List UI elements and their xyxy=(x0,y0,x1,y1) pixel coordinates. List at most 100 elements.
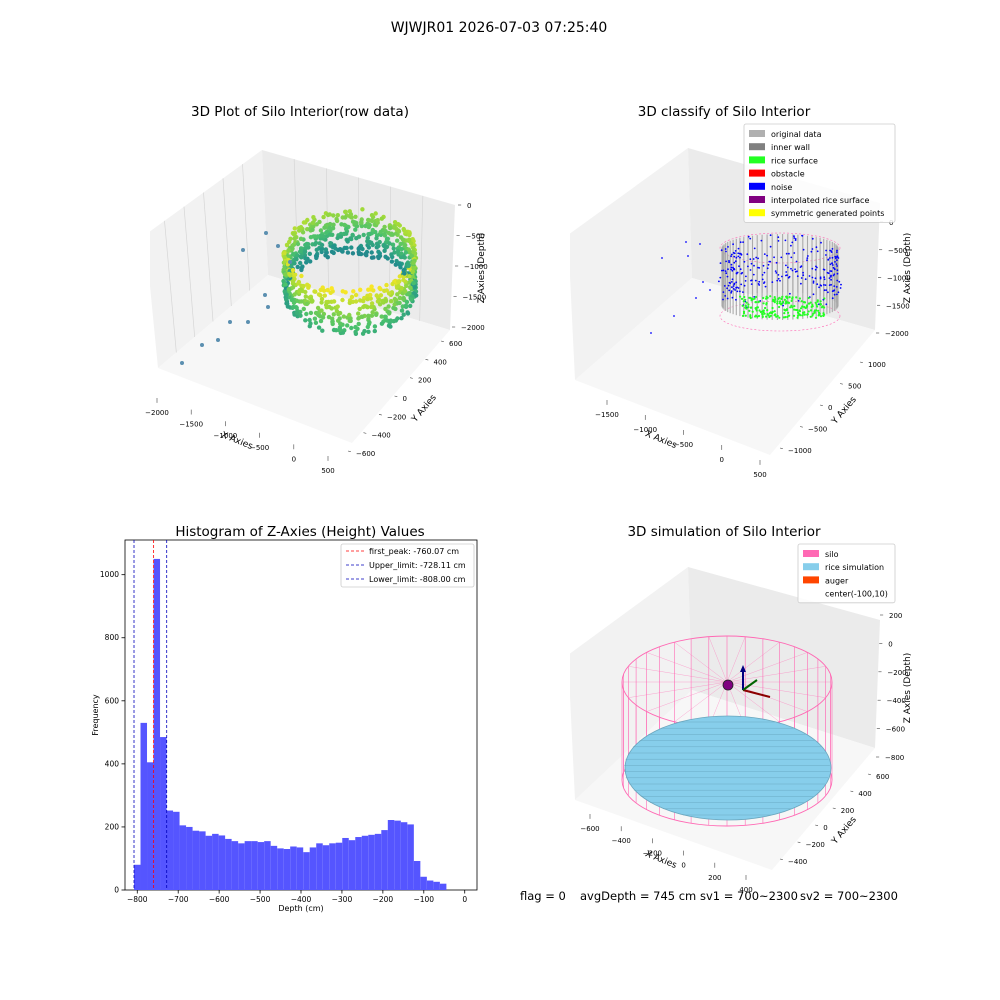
rice-surface-point xyxy=(749,296,752,299)
noise-point xyxy=(793,237,796,239)
histogram-x-tick-label: −400 xyxy=(291,895,312,904)
cls-z-tick-label: −1500 xyxy=(886,302,910,310)
noise-point xyxy=(833,285,836,287)
rice-surface-point xyxy=(817,309,820,312)
noise-point xyxy=(806,257,809,259)
noise-point xyxy=(764,285,767,288)
sim-z-tick-label: 0 xyxy=(888,640,892,648)
raw-y-tick-label: −600 xyxy=(356,450,375,458)
rice-surface-point xyxy=(744,304,747,307)
raw-point xyxy=(290,285,296,290)
noise-point xyxy=(812,293,815,296)
histogram-bar xyxy=(225,838,232,890)
raw-point xyxy=(345,239,350,244)
rice-surface-point xyxy=(791,306,794,309)
rice-surface-point xyxy=(777,297,780,300)
simulation-legend: silo rice simulation auger center(-100,10) xyxy=(797,543,896,604)
raw-point xyxy=(366,224,371,230)
raw-point xyxy=(283,282,288,287)
noise-point xyxy=(830,275,832,278)
noise-point xyxy=(769,234,772,237)
histogram-legend-label: Lower_limit: -808.00 cm xyxy=(369,575,466,584)
noise-point xyxy=(763,253,766,256)
legend-label: original data xyxy=(771,130,822,139)
noise-point xyxy=(727,246,729,248)
legend-label: rice simulation xyxy=(825,563,884,572)
noise-point xyxy=(804,278,807,281)
noise-point xyxy=(737,252,740,255)
noise-point xyxy=(791,269,794,272)
histogram-bar xyxy=(368,834,375,890)
raw-point xyxy=(347,300,352,306)
legend-label: auger xyxy=(825,576,849,585)
sim-z-tick-label: −400 xyxy=(887,697,906,705)
raw-x-tick-label: −1500 xyxy=(179,421,203,429)
rice-surface-point xyxy=(796,314,800,317)
sim-y-tick-label: −200 xyxy=(806,841,825,849)
raw-point xyxy=(401,312,406,317)
rice-surface-point xyxy=(766,309,769,312)
raw-point xyxy=(313,253,319,259)
noise-point xyxy=(726,297,729,300)
rice-surface-point xyxy=(788,296,791,299)
noise-point xyxy=(785,274,787,277)
noise-point xyxy=(797,299,800,302)
rice-surface-point xyxy=(809,315,812,318)
histogram-bar xyxy=(420,876,427,890)
noise-point xyxy=(831,297,834,300)
noise-point xyxy=(810,250,813,253)
noise-point xyxy=(735,256,738,259)
rice-surface-point xyxy=(770,312,774,315)
rice-surface-point xyxy=(768,315,771,319)
raw-outlier-point xyxy=(241,248,245,252)
raw-point xyxy=(335,235,340,241)
cls-z-tick-label: −1000 xyxy=(887,275,911,283)
rice-surface-point xyxy=(743,295,746,299)
raw-point xyxy=(396,229,402,234)
rice-surface-point xyxy=(747,303,750,306)
rice-surface-point xyxy=(822,312,825,315)
noise-point xyxy=(761,274,764,276)
rice-surface-point xyxy=(754,301,758,304)
rice-surface-point xyxy=(773,296,776,299)
cls-z-tick-label: −500 xyxy=(888,247,907,255)
raw-x-ticks: −2000 −1500 −1000 −500 0 500 xyxy=(145,398,335,475)
sim-x-tick-label: 400 xyxy=(739,886,752,894)
raw-point xyxy=(320,328,325,333)
raw-point xyxy=(314,247,319,252)
histogram-bar xyxy=(173,811,180,890)
raw-point xyxy=(387,241,392,246)
noise-point xyxy=(739,256,741,259)
histogram-bar xyxy=(407,824,414,890)
raw-point xyxy=(291,304,296,310)
rice-surface-point xyxy=(784,309,787,312)
rice-surface-point xyxy=(801,305,804,308)
raw-point xyxy=(382,224,387,230)
rice-surface-point xyxy=(757,301,760,304)
raw-point xyxy=(411,281,416,286)
rice-surface-point xyxy=(740,297,744,300)
cls-y-tick-mark xyxy=(779,447,783,449)
raw-z-tick-label: 0 xyxy=(467,202,471,210)
histogram-bar xyxy=(316,843,323,890)
raw-point xyxy=(386,291,392,296)
raw-point xyxy=(353,292,359,298)
raw-point xyxy=(344,226,349,232)
histogram-bar xyxy=(329,843,336,890)
noise-point xyxy=(743,260,746,263)
rice-surface-point xyxy=(779,300,782,303)
noise-point xyxy=(823,289,826,292)
raw-point xyxy=(347,318,352,323)
raw-point xyxy=(298,309,303,315)
raw-point xyxy=(286,248,291,253)
noise-point xyxy=(730,253,733,256)
raw-point xyxy=(392,302,397,307)
raw-outlier-points xyxy=(180,231,292,365)
rice-surface-point xyxy=(816,299,819,302)
raw-point xyxy=(318,318,324,324)
noise-point xyxy=(820,241,822,244)
raw-point xyxy=(375,220,380,225)
noise-point xyxy=(762,264,765,267)
raw-y-tick-mark xyxy=(425,359,429,361)
raw-point xyxy=(392,224,397,229)
